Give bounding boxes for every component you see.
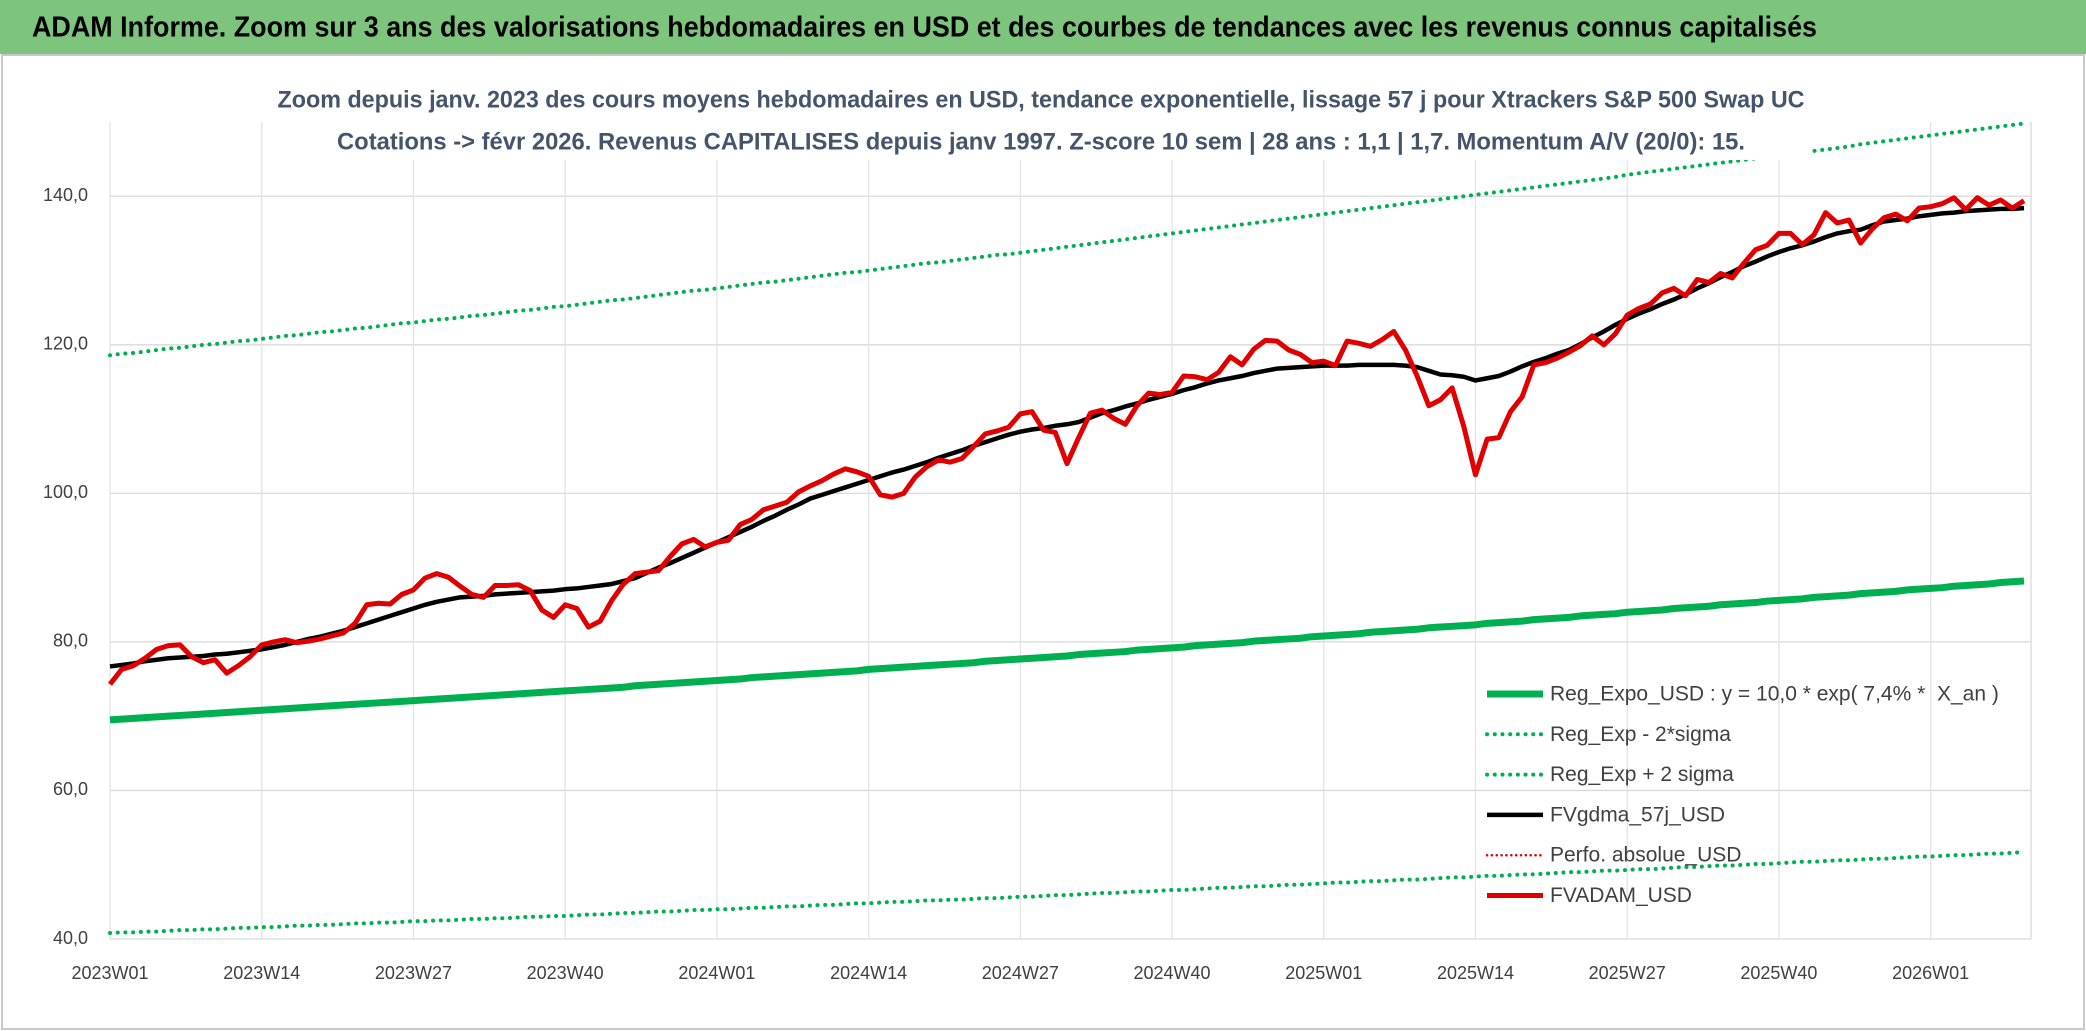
x-tick-label: 2025W27: [1589, 963, 1666, 983]
legend-label: Perfo. absolue_USD: [1550, 844, 1741, 867]
chart-frame: [1, 54, 2085, 1030]
x-tick-label: 2025W14: [1437, 963, 1514, 983]
x-tick-label: 2023W27: [375, 963, 452, 983]
x-tick-label: 2023W01: [71, 963, 148, 983]
legend: Reg_Expo_USD : y = 10,0 * exp( 7,4% * X_…: [1485, 683, 1999, 907]
chart-subtitle: Zoom depuis janv. 2023 des cours moyens …: [278, 86, 1805, 113]
subtitle-backdrop: [330, 80, 1810, 160]
legend-label: FVADAM_USD: [1550, 884, 1692, 907]
x-tick-label: 2024W01: [678, 963, 755, 983]
series-line: [108, 121, 2026, 358]
series-line: [109, 577, 2025, 724]
x-tick-label: 2024W14: [830, 963, 907, 983]
series-line: [109, 205, 2025, 669]
plot-area: 40,0 60,0 80,0 100,0 120,0 140,0 2023W01 2023W1…: [43, 121, 2032, 983]
legend-label: Reg_Exp - 2*sigma: [1550, 723, 1731, 746]
series-line: [108, 195, 2026, 686]
legend-label: Reg_Expo_USD : y = 10,0 * exp( 7,4% * X_…: [1550, 683, 1999, 706]
y-tick-label: 60,0: [53, 779, 88, 799]
chart-subtitle: Cotations -> févr 2026. Revenus CAPITALI…: [337, 128, 1745, 155]
legend-label: FVgdma_57j_USD: [1550, 803, 1725, 826]
x-tick-label: 2025W40: [1740, 963, 1817, 983]
header-band: [0, 0, 2086, 54]
y-tick-label: 40,0: [53, 928, 88, 948]
x-tick-label: 2025W01: [1285, 963, 1362, 983]
x-tick-label: 2026W01: [1892, 963, 1969, 983]
x-tick-label: 2024W27: [982, 963, 1059, 983]
y-tick-label: 140,0: [43, 185, 88, 205]
y-tick-label: 80,0: [53, 631, 88, 651]
x-tick-label: 2023W40: [527, 963, 604, 983]
y-tick-label: 120,0: [43, 334, 88, 354]
legend-label: Reg_Exp + 2 sigma: [1550, 763, 1734, 786]
x-tick-label: 2024W40: [1134, 963, 1211, 983]
chart-title: ADAM Informe. Zoom sur 3 ans des valoris…: [32, 12, 1817, 44]
y-tick-label: 100,0: [43, 482, 88, 502]
x-tick-label: 2023W14: [223, 963, 300, 983]
